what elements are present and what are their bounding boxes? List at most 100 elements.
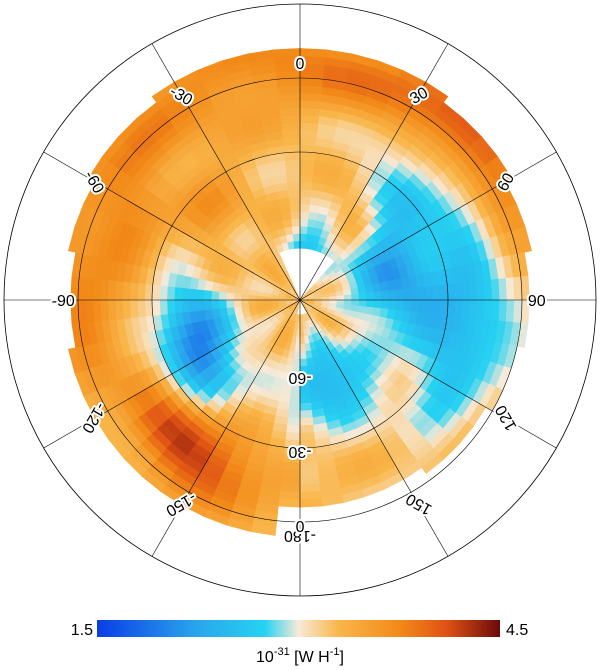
heatmap-cell	[299, 476, 320, 486]
heatmap-cell	[218, 291, 227, 301]
heatmap-cell	[286, 173, 301, 183]
heatmap-cell	[446, 299, 456, 317]
heatmap-cell	[446, 283, 456, 301]
heatmap-cell	[233, 299, 242, 308]
heatmap-cell	[299, 329, 305, 338]
heatmap-cell	[289, 387, 301, 397]
heatmap-cell	[299, 461, 319, 471]
heatmap-cell	[380, 290, 390, 301]
heatmap-cell	[299, 468, 319, 478]
heatmap-cell	[299, 151, 316, 161]
heatmap-cell	[498, 277, 508, 301]
heatmap-cell	[288, 196, 301, 205]
heatmap-cell	[286, 417, 301, 427]
heatmap-cell	[299, 387, 311, 397]
latitude-label: 0	[295, 517, 304, 534]
heatmap-cell	[277, 498, 301, 508]
heatmap-cell	[144, 283, 154, 301]
heatmap-cell	[225, 291, 235, 301]
heatmap-cell	[114, 280, 124, 301]
heatmap-cell	[166, 299, 176, 315]
latitude-label-halo: 0	[295, 517, 304, 534]
heatmap-cell	[468, 281, 478, 301]
heatmap-cell	[299, 233, 308, 242]
heatmap-cell	[410, 299, 419, 313]
heatmap-cell	[292, 233, 301, 242]
heatmap-cell	[299, 343, 306, 353]
heatmap-cell	[196, 288, 205, 301]
heatmap-cell	[517, 226, 532, 253]
heatmap-cell	[299, 122, 319, 132]
heatmap-cell	[299, 351, 307, 360]
heatmap-cell	[284, 151, 301, 161]
heatmap-cell	[278, 99, 301, 110]
meridian-label-halo: -90	[52, 293, 75, 310]
heatmap-cell	[343, 294, 353, 301]
heatmap-cell	[280, 114, 301, 124]
heatmap-cell	[173, 286, 183, 301]
heatmap-cell	[107, 299, 117, 321]
heatmap-cell	[233, 305, 243, 315]
heatmap-cell	[181, 287, 190, 301]
heatmap-cell	[299, 99, 322, 110]
heatmap-cell	[290, 210, 301, 220]
heatmap-cell	[299, 410, 313, 419]
heatmap-cell	[350, 287, 360, 295]
heatmap-cell	[210, 290, 220, 301]
heatmap-cell	[417, 286, 427, 301]
heatmap-cell	[299, 490, 322, 501]
heatmap-cell	[283, 144, 301, 154]
heatmap-cell	[281, 461, 301, 471]
heatmap-cell	[287, 410, 301, 419]
polar-heatmap: 003030-30-306060-60-609090-90-90120120-1…	[3, 3, 597, 597]
heatmap-cell	[461, 281, 471, 301]
heatmap-cell	[305, 350, 313, 360]
heatmap-cell	[299, 144, 317, 154]
colorbar-graphic: 1.5 4.5 10-31 [W H-1]	[71, 620, 528, 666]
heatmap-cell	[196, 299, 205, 312]
latitude-circle	[151, 151, 449, 449]
heatmap-cell	[92, 277, 102, 301]
heatmap-cell	[291, 218, 301, 227]
heatmap-cell	[387, 289, 397, 301]
heatmap-cell	[291, 225, 301, 235]
colorbar-max-label: 4.5	[506, 622, 528, 639]
heatmap-cell	[439, 299, 449, 316]
heatmap-cell	[284, 432, 301, 441]
heatmap-cell	[483, 299, 493, 321]
unit-rest: [W H	[290, 649, 330, 666]
heatmap-cell	[203, 299, 213, 311]
latitude-label: -30	[288, 443, 311, 460]
heatmap-cell	[270, 299, 279, 304]
map-boundary-circle	[3, 3, 597, 597]
heatmap-cell	[490, 299, 501, 322]
heatmap-cell	[380, 299, 390, 310]
heatmap-cell	[299, 483, 321, 493]
heatmap-cell	[299, 432, 316, 441]
colorbar-min-label: 1.5	[71, 622, 93, 639]
heatmap-cell	[277, 92, 301, 102]
heatmap-cell	[299, 92, 323, 102]
latitude-label-halo: -30	[288, 443, 311, 460]
heatmap-cell	[299, 166, 315, 176]
heatmap-cell	[292, 358, 301, 367]
heatmap-cell	[395, 299, 404, 312]
meridian-label: -180	[284, 527, 316, 544]
heatmap-cell	[358, 299, 367, 308]
heatmap-cell	[321, 296, 330, 301]
heatmap-cell	[188, 288, 198, 301]
heatmap-cell	[181, 299, 190, 313]
heatmap-cell	[281, 468, 301, 478]
heatmap-cell	[288, 395, 301, 404]
heatmap-cell	[395, 288, 404, 301]
heatmap-cell	[282, 136, 301, 146]
colorbar-unit-label: 10-31 [W H-1]	[256, 646, 344, 666]
heatmap-cell	[299, 218, 309, 227]
heatmap-cell	[365, 299, 375, 309]
heatmap-cell	[255, 299, 264, 305]
heatmap-cell	[278, 490, 301, 501]
heatmap-cell	[454, 299, 464, 318]
heatmap-cell	[287, 240, 295, 250]
heatmap-cell	[225, 299, 235, 309]
meridian-label-halo: 90	[528, 293, 546, 310]
